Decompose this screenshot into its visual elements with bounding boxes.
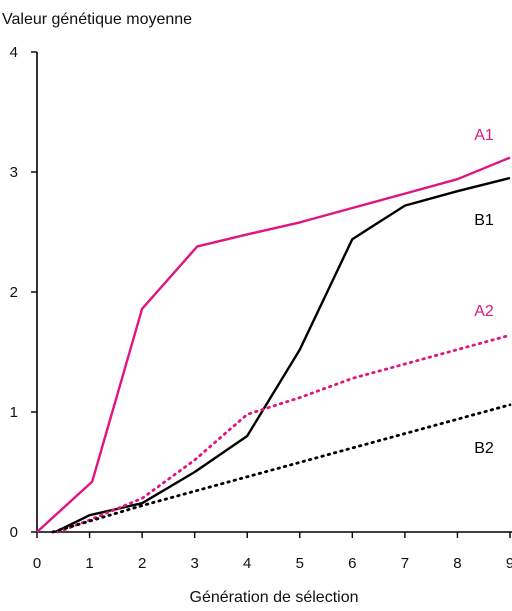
series-line-b1 — [54, 176, 511, 534]
y-tick-label: 1 — [10, 404, 18, 421]
x-tick-label: 9 — [506, 555, 512, 572]
x-tick-label: 0 — [33, 555, 41, 572]
x-tick-label: 6 — [348, 555, 356, 572]
y-tick-label: 0 — [10, 524, 18, 541]
x-tick-label: 1 — [85, 555, 93, 572]
x-tick-label: 7 — [401, 555, 409, 572]
x-tick-label: 8 — [453, 555, 461, 572]
y-tick-label: 4 — [10, 44, 18, 61]
x-tick-label: 5 — [296, 555, 304, 572]
x-tick-label: 4 — [243, 555, 251, 572]
y-tick-label: 2 — [10, 284, 18, 301]
series-line-b2 — [51, 403, 512, 534]
series-label-a2: A2 — [474, 303, 494, 320]
series-label-a1: A1 — [474, 127, 494, 144]
series-label-b2: B2 — [474, 440, 494, 457]
x-tick-label: 2 — [138, 555, 146, 572]
x-axis-label: Génération de sélection — [190, 589, 359, 606]
chart-title: Valeur génétique moyenne — [2, 11, 192, 28]
y-tick-label: 3 — [10, 164, 18, 181]
x-tick-label: 3 — [190, 555, 198, 572]
series-line-a1 — [36, 156, 511, 533]
series-line-a2 — [56, 333, 512, 534]
series-label-b1: B1 — [474, 212, 494, 229]
